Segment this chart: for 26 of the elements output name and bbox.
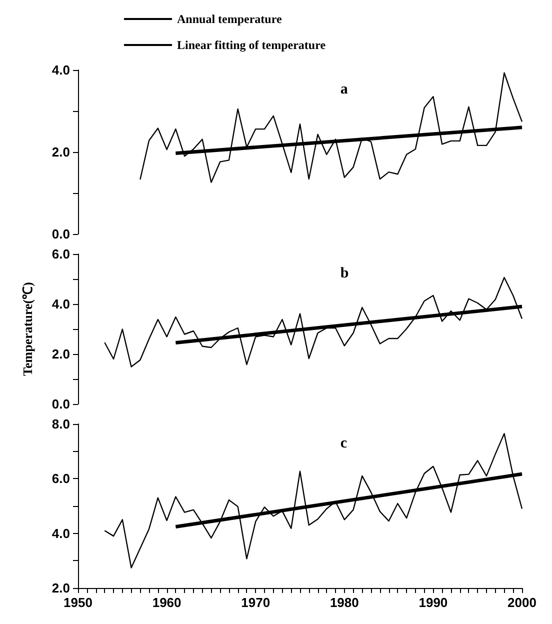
x-tick-label: 1990 bbox=[418, 595, 448, 610]
line-series bbox=[104, 432, 523, 568]
line-series bbox=[140, 72, 523, 183]
legend-label: Annual temperature bbox=[177, 12, 282, 26]
annotation: b bbox=[340, 266, 349, 282]
y-tick-label: 4.0 bbox=[52, 526, 70, 541]
x-tick-label: 2000 bbox=[508, 595, 536, 610]
y-tick-label: 8.0 bbox=[52, 416, 70, 432]
x-tick-label: 1960 bbox=[152, 595, 182, 610]
annotation: a bbox=[340, 82, 348, 98]
y-tick-label: 4.0 bbox=[52, 296, 70, 312]
legend-label: Linear fitting of temperature bbox=[177, 38, 326, 52]
x-tick-label: 1980 bbox=[330, 595, 359, 610]
x-tick-label: 1950 bbox=[64, 595, 92, 610]
y-tick-label: 0.0 bbox=[52, 396, 70, 412]
y-tick-label: 4.0 bbox=[52, 62, 70, 78]
y-tick-label: 2.0 bbox=[52, 346, 70, 362]
y-tick-label: 2.0 bbox=[52, 144, 70, 160]
y-axis-title: Temperature(℃) bbox=[20, 282, 35, 376]
y-tick-label: 6.0 bbox=[52, 246, 70, 262]
y-tick-label: 6.0 bbox=[52, 471, 70, 486]
y-tick-label: 2.0 bbox=[52, 580, 70, 596]
line-series bbox=[104, 276, 523, 368]
y-tick-label: 0.0 bbox=[52, 226, 70, 242]
annotation: c bbox=[340, 436, 348, 452]
x-tick-label: 1970 bbox=[241, 595, 270, 610]
